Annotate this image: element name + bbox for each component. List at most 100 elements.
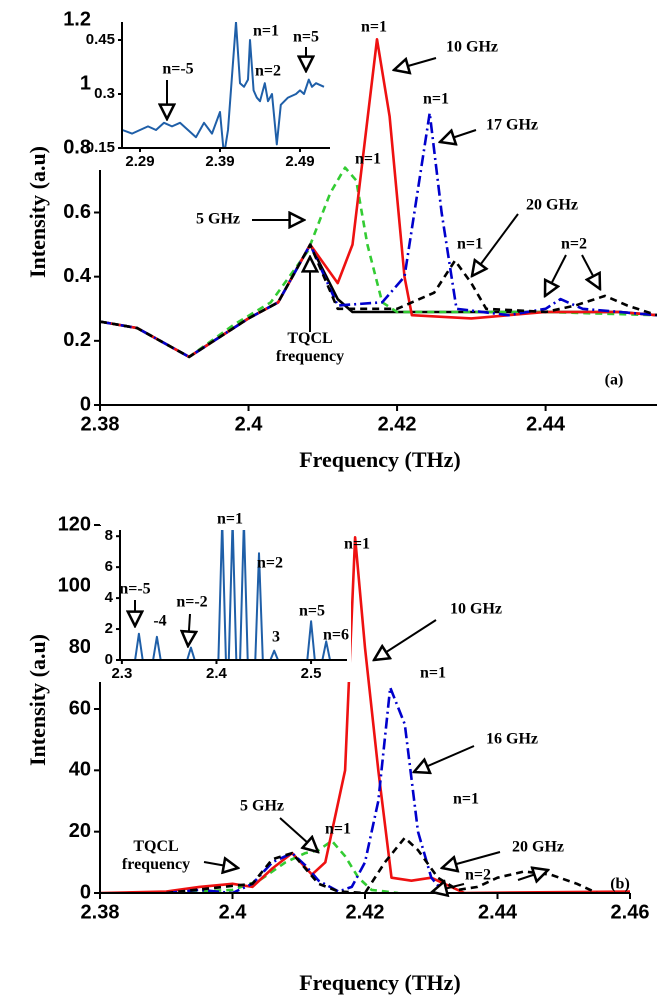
annotation: n=1 (325, 821, 351, 838)
series-group (122, 22, 325, 148)
line (166, 836, 598, 893)
arrow (374, 619, 437, 660)
arrow (188, 613, 190, 646)
y-tick-label: 0 (105, 651, 113, 668)
annotation: n=1 (344, 536, 370, 553)
series-label: 16 GHz (486, 731, 538, 748)
arrow (203, 862, 238, 868)
series-group (121, 530, 340, 660)
inset-annotation: n=1 (217, 511, 243, 528)
arrow (394, 58, 437, 70)
series-group (100, 38, 657, 359)
y-tick-label: 80 (69, 636, 91, 658)
annotation: n=1 (361, 19, 387, 36)
plot: 0 0.2 0.4 0.6 0.8 1 1.2 2.38 2.4 2.42 2.44 (63, 8, 657, 435)
line (100, 243, 657, 359)
y-tick-label: 0 (80, 881, 91, 903)
inset-annotation: n=1 (253, 23, 279, 40)
y-tick-label: 8 (105, 527, 113, 544)
x-tick-label: 2.4 (219, 901, 248, 923)
y-tick-label: 60 (69, 697, 91, 719)
annotation: (a) (605, 372, 624, 389)
series-label: 20 GHz (512, 839, 564, 856)
annotation: n=1 (457, 236, 483, 253)
y-tick-label: 0.6 (63, 201, 91, 223)
inset: 0 2 4 6 8 2.3 2.4 2.5 (90, 526, 351, 682)
series-label: 20 GHz (526, 197, 578, 214)
annotation: n=2 (561, 236, 587, 253)
x-tick-label: 2.49 (285, 153, 314, 170)
y-axis-title: Intensity (a.u) (25, 146, 50, 278)
y-axis-title: Intensity (a.u) (25, 634, 50, 766)
inset-annotation: n=-5 (162, 61, 193, 78)
inset-annotation: 3 (272, 629, 280, 646)
x-tick-label: 2.29 (125, 153, 154, 170)
y-tick-label: 0.3 (94, 85, 115, 102)
arrow (414, 745, 475, 772)
x-tick-label: 2.4 (235, 413, 264, 435)
annotation: TQCL frequency (121, 838, 191, 873)
y-tick-label: 100 (58, 575, 91, 597)
y-tick-label: 0.45 (86, 31, 115, 48)
inset-annotation: n=2 (257, 555, 283, 572)
inset: 0.15 0.3 0.45 2.29 2.39 2.49 (86, 18, 334, 170)
y-tick-label: 4 (105, 589, 114, 606)
series-label: 10 GHz (450, 601, 502, 618)
x-tick-label: 2.42 (346, 901, 385, 923)
x-tick-label: 2.39 (205, 153, 234, 170)
arrow (517, 870, 548, 880)
series-label: 10 GHz (446, 39, 498, 56)
x-tick-label: 2.42 (378, 413, 417, 435)
annotation: n=1 (420, 665, 446, 682)
y-tick-label: 120 (58, 513, 91, 535)
arrow (442, 851, 501, 868)
x-tick-label: 2.38 (81, 901, 120, 923)
x-tick-label: 2.44 (478, 901, 518, 923)
series-label: 5 GHz (240, 798, 284, 815)
arrow (545, 254, 567, 296)
inset-annotation: n=5 (299, 603, 325, 620)
line (121, 530, 340, 660)
x-axis-title: Frequency (THz) (299, 447, 461, 472)
line (122, 22, 325, 148)
y-tick-label: 40 (69, 759, 91, 781)
arrow (432, 884, 465, 892)
annotation: n=1 (423, 91, 449, 108)
y-tick-label: 0.4 (63, 265, 92, 287)
series-label: 17 GHz (486, 117, 538, 134)
x-axis-title: Frequency (THz) (299, 970, 461, 995)
y-tick-label: 0.2 (63, 329, 91, 351)
x-tick-label: 2.38 (81, 413, 120, 435)
annotation: n=1 (453, 791, 479, 808)
arrow (279, 817, 318, 852)
annotation: n=2 (465, 867, 491, 884)
inset-annotation: n=5 (293, 29, 319, 46)
annotation: TQCL frequency (275, 330, 345, 365)
arrow (440, 130, 477, 142)
line (100, 243, 657, 359)
annotation: n=1 (355, 151, 381, 168)
inset-annotation: n=-2 (176, 594, 207, 611)
x-tick-label: 2.4 (206, 665, 228, 682)
x-tick-label: 2.44 (526, 413, 566, 435)
y-tick-label: 0 (80, 393, 91, 415)
inset-annotation: n=6 (323, 627, 349, 644)
series-label: 5 GHz (196, 211, 240, 228)
x-tick-label: 2.46 (611, 901, 650, 923)
arrow (472, 213, 519, 276)
y-tick-label: 1.2 (63, 8, 91, 30)
inset-annotation: -4 (153, 613, 166, 630)
x-tick-label: 2.3 (111, 665, 132, 682)
arrow (581, 254, 600, 289)
x-tick-label: 2.5 (301, 665, 322, 682)
y-tick-label: 0.8 (63, 137, 91, 159)
inset-annotation: n=2 (255, 63, 281, 80)
line (100, 166, 657, 359)
y-tick-label: 20 (69, 820, 91, 842)
y-tick-label: 0.15 (86, 139, 115, 156)
y-tick-label: 1 (80, 72, 91, 94)
y-tick-label: 6 (105, 558, 113, 575)
inset-annotation: n=-5 (119, 581, 150, 598)
